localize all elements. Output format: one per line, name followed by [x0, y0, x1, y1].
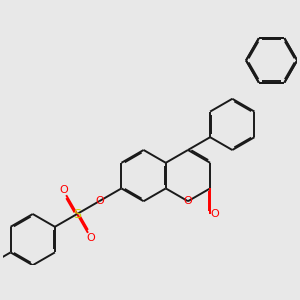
Text: O: O	[86, 233, 95, 243]
Text: O: O	[211, 209, 220, 219]
Text: O: O	[59, 185, 68, 195]
Text: O: O	[184, 196, 192, 206]
Text: S: S	[73, 208, 81, 220]
Text: O: O	[95, 196, 103, 206]
